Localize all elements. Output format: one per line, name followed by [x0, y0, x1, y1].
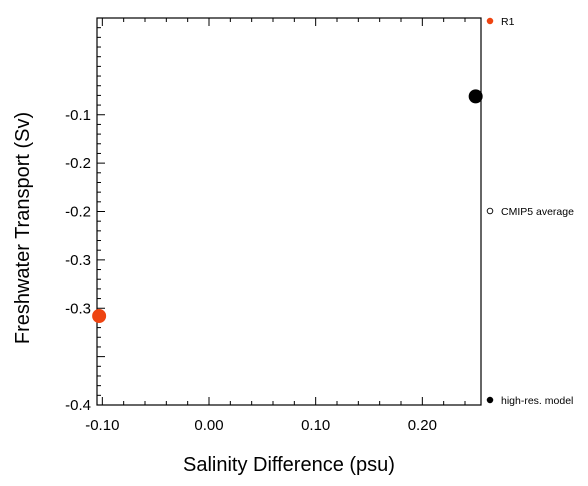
y-tick-label: -0.2 [65, 204, 91, 221]
y-tick-label: -0.3 [65, 252, 91, 269]
y-tick-label: -0.3 [65, 300, 91, 317]
y-tick-label: -0.2 [65, 155, 91, 172]
legend: R1 CMIP5 average high-res. model [486, 16, 574, 407]
axis-ticks [97, 17, 466, 406]
y-tick-labels: -0.1 -0.2 -0.2 -0.3 -0.3 -0.4 [65, 107, 91, 414]
y-axis-title: Freshwater Transport (Sv) [12, 112, 34, 344]
x-tick-label: 0.10 [301, 417, 330, 434]
legend-marker [486, 396, 494, 404]
legend-marker [486, 17, 494, 25]
data-points [92, 89, 483, 323]
data-point-high-res-model [468, 89, 483, 104]
y-tick-label: -0.1 [65, 107, 91, 124]
legend-marker [486, 207, 494, 215]
x-tick-label: 0.20 [408, 417, 437, 434]
plot-frame [96, 17, 482, 406]
legend-label: R1 [501, 16, 515, 28]
y-tick-label: -0.4 [65, 397, 91, 414]
x-tick-label: -0.10 [85, 417, 119, 434]
legend-label: CMIP5 average [501, 206, 574, 218]
x-tick-labels: -0.10 0.00 0.10 0.20 [85, 417, 437, 434]
data-point-r1 [92, 308, 107, 323]
legend-label: high-res. model [501, 395, 573, 407]
x-tick-label: 0.00 [194, 417, 223, 434]
x-axis-title: Salinity Difference (psu) [183, 454, 395, 476]
